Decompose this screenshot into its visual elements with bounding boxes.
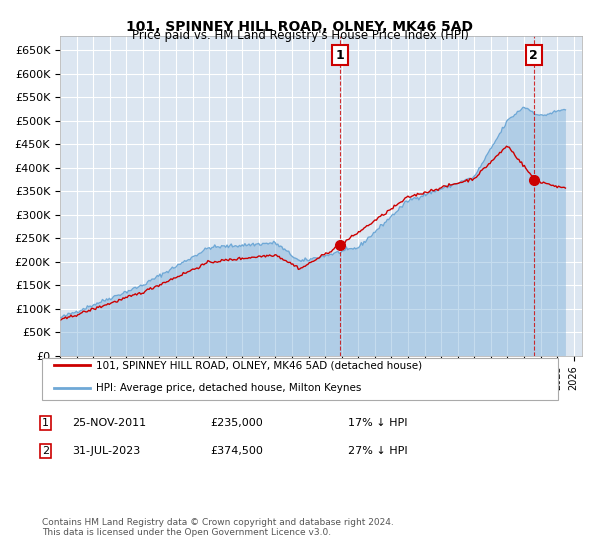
Text: Contains HM Land Registry data © Crown copyright and database right 2024.
This d: Contains HM Land Registry data © Crown c… xyxy=(42,518,394,538)
Text: £235,000: £235,000 xyxy=(210,418,263,428)
Text: 2: 2 xyxy=(529,49,538,62)
Text: 101, SPINNEY HILL ROAD, OLNEY, MK46 5AD: 101, SPINNEY HILL ROAD, OLNEY, MK46 5AD xyxy=(127,20,473,34)
Text: Price paid vs. HM Land Registry's House Price Index (HPI): Price paid vs. HM Land Registry's House … xyxy=(131,29,469,42)
Text: 25-NOV-2011: 25-NOV-2011 xyxy=(72,418,146,428)
Text: HPI: Average price, detached house, Milton Keynes: HPI: Average price, detached house, Milt… xyxy=(96,382,361,393)
Text: 17% ↓ HPI: 17% ↓ HPI xyxy=(348,418,407,428)
Text: 101, SPINNEY HILL ROAD, OLNEY, MK46 5AD (detached house): 101, SPINNEY HILL ROAD, OLNEY, MK46 5AD … xyxy=(96,360,422,370)
Text: 27% ↓ HPI: 27% ↓ HPI xyxy=(348,446,407,456)
Text: £374,500: £374,500 xyxy=(210,446,263,456)
Text: 2: 2 xyxy=(42,446,49,456)
Text: 1: 1 xyxy=(336,49,345,62)
Text: 1: 1 xyxy=(42,418,49,428)
Text: 31-JUL-2023: 31-JUL-2023 xyxy=(72,446,140,456)
